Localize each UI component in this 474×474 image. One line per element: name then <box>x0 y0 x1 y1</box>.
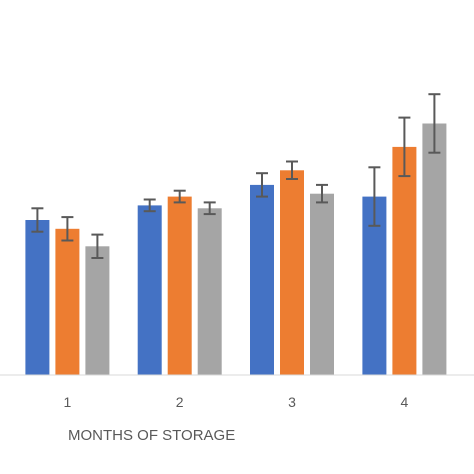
error-bar-3-series-2 <box>286 160 298 180</box>
error-bar-1-series-3 <box>91 233 104 259</box>
error-bar-4-series-2 <box>398 116 411 178</box>
bar-1-series-2 <box>55 228 80 376</box>
error-bars-layer <box>31 93 441 259</box>
bar-1-series-1 <box>25 220 50 375</box>
x-tick-labels: 1 2 3 4 <box>64 394 409 410</box>
bar-2-series-2 <box>167 196 192 375</box>
bar-2-series-1 <box>137 205 162 375</box>
error-bar-1-series-2 <box>61 216 74 242</box>
x-tick-label-2: 2 <box>176 394 184 410</box>
bar-1-series-3 <box>85 246 110 375</box>
error-bar-1-series-1 <box>31 207 44 233</box>
bar-3-series-2 <box>280 170 304 376</box>
x-tick-label-4: 4 <box>401 394 409 410</box>
bar-4-series-3 <box>422 123 447 375</box>
error-bar-3-series-3 <box>316 183 328 204</box>
error-bar-2-series-1 <box>143 198 156 213</box>
error-bar-4-series-1 <box>368 166 381 227</box>
bar-4-series-2 <box>392 146 417 375</box>
bar-3-series-3 <box>310 193 334 375</box>
bar-2-series-3 <box>197 208 222 375</box>
x-axis-title: MONTHS OF STORAGE <box>68 427 235 444</box>
x-tick-label-1: 1 <box>64 394 72 410</box>
bar-3-series-1 <box>250 184 274 375</box>
error-bar-3-series-1 <box>256 172 268 198</box>
error-bar-2-series-2 <box>173 189 186 204</box>
bars-layer <box>25 123 447 376</box>
error-bar-4-series-3 <box>428 93 441 154</box>
error-bar-2-series-3 <box>203 201 216 216</box>
x-tick-label-3: 3 <box>288 394 296 410</box>
